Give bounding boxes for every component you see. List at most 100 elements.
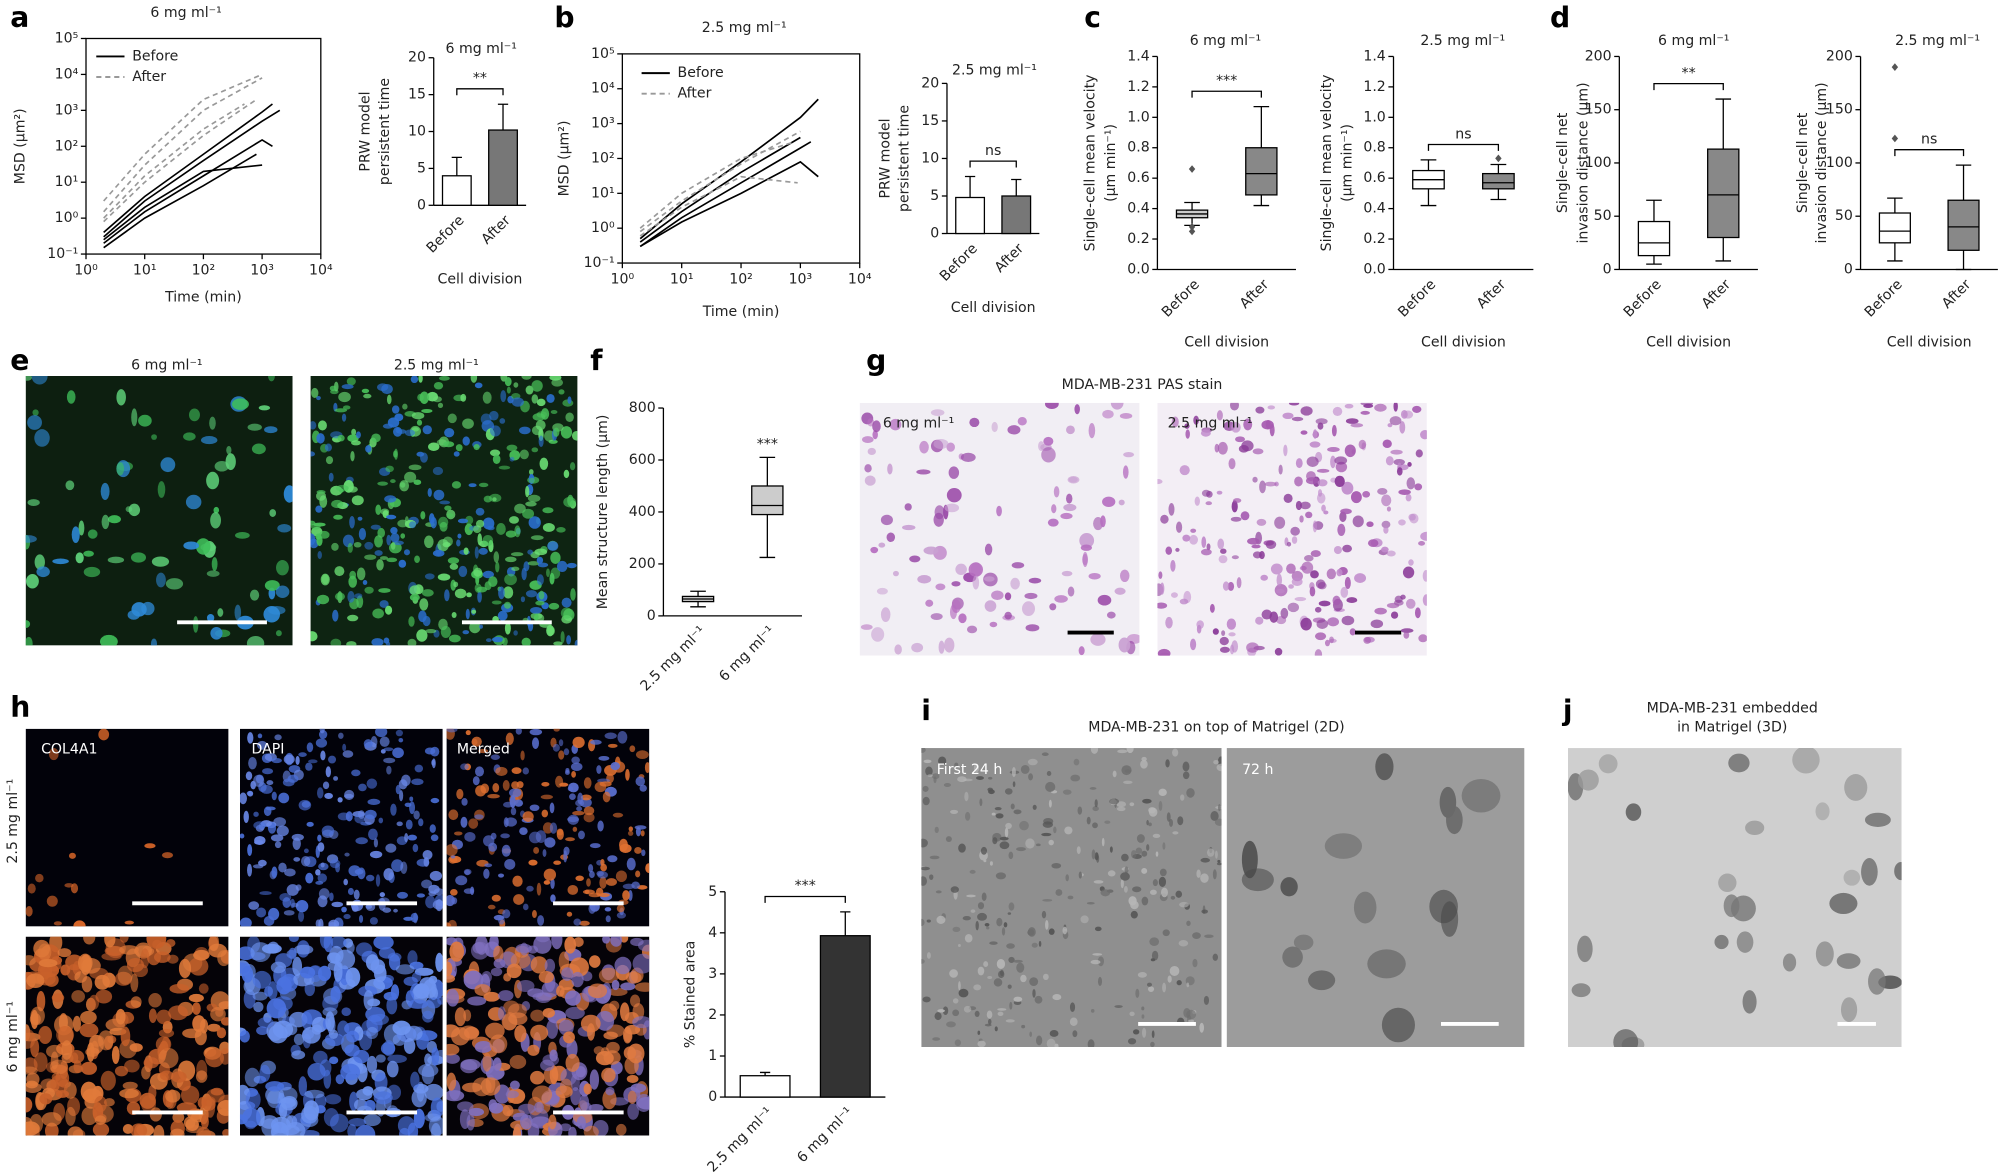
cell bbox=[1381, 520, 1391, 529]
cell bbox=[303, 848, 309, 854]
cell bbox=[1399, 421, 1406, 434]
cell bbox=[344, 852, 350, 857]
cell bbox=[504, 556, 517, 563]
cell bbox=[463, 868, 472, 875]
cell bbox=[1151, 950, 1159, 961]
cell bbox=[206, 570, 220, 577]
cell bbox=[130, 996, 142, 1008]
cell bbox=[347, 542, 353, 553]
cell bbox=[937, 1009, 945, 1013]
cell bbox=[320, 862, 325, 868]
cell bbox=[428, 513, 435, 525]
cell bbox=[1104, 820, 1111, 824]
trace bbox=[639, 136, 801, 243]
cell bbox=[864, 464, 872, 473]
cell bbox=[1121, 765, 1132, 776]
cell bbox=[323, 936, 333, 953]
cell bbox=[1140, 760, 1148, 769]
cell bbox=[460, 1059, 481, 1071]
cell bbox=[211, 557, 218, 571]
cell bbox=[1402, 566, 1415, 579]
cell bbox=[51, 993, 65, 1003]
cell bbox=[404, 471, 417, 483]
cell bbox=[50, 1074, 69, 1094]
cell bbox=[365, 954, 380, 971]
cell bbox=[1327, 446, 1340, 453]
cell bbox=[946, 488, 962, 503]
cell bbox=[376, 559, 384, 571]
cell bbox=[265, 806, 276, 811]
cell bbox=[492, 454, 501, 465]
cell bbox=[561, 967, 574, 981]
cell bbox=[424, 1053, 432, 1066]
cell bbox=[520, 942, 529, 956]
y-tick-label: 1.4 bbox=[1363, 48, 1385, 64]
cell bbox=[564, 936, 577, 954]
y-tick-label: 200 bbox=[629, 556, 656, 572]
cell bbox=[572, 826, 578, 832]
cell bbox=[1342, 544, 1352, 553]
cell bbox=[1247, 537, 1260, 545]
cell bbox=[515, 728, 522, 735]
x-tick-label: After bbox=[1237, 276, 1272, 311]
cell bbox=[390, 532, 400, 543]
cell bbox=[601, 1067, 616, 1083]
cell bbox=[1146, 844, 1150, 851]
cell bbox=[504, 858, 516, 870]
cell bbox=[1061, 570, 1073, 577]
cell bbox=[131, 408, 138, 427]
y-tick-label: 200 bbox=[1585, 48, 1612, 64]
cell bbox=[1894, 862, 1902, 881]
cell bbox=[454, 831, 463, 836]
cell bbox=[210, 512, 221, 529]
cell bbox=[513, 894, 525, 905]
cell bbox=[1048, 839, 1054, 846]
cell bbox=[1016, 962, 1025, 973]
cell bbox=[1120, 872, 1130, 881]
cell bbox=[288, 947, 297, 960]
micrograph bbox=[446, 936, 650, 1136]
y-tick-label: 150 bbox=[1826, 102, 1853, 118]
bar bbox=[488, 129, 518, 206]
cell bbox=[1120, 878, 1124, 889]
cell bbox=[385, 843, 397, 853]
cell bbox=[353, 889, 360, 900]
y-tick-label: 10³ bbox=[55, 102, 79, 118]
cell bbox=[1340, 586, 1349, 598]
cell bbox=[432, 549, 445, 557]
cell bbox=[333, 776, 339, 781]
cell bbox=[473, 567, 483, 577]
cell bbox=[185, 494, 202, 510]
cell bbox=[116, 462, 125, 476]
cell bbox=[295, 755, 300, 765]
cell bbox=[933, 776, 937, 784]
cell bbox=[604, 907, 612, 912]
cell bbox=[628, 890, 633, 901]
cell bbox=[1007, 425, 1021, 435]
cell bbox=[598, 755, 610, 761]
cell bbox=[396, 821, 403, 827]
cell bbox=[1078, 646, 1085, 656]
cell bbox=[315, 919, 321, 927]
cell bbox=[428, 442, 440, 452]
cell bbox=[373, 838, 379, 848]
cell bbox=[1304, 554, 1314, 562]
cell bbox=[342, 405, 351, 410]
box bbox=[1482, 172, 1515, 190]
cell bbox=[25, 1097, 33, 1113]
cell bbox=[217, 950, 229, 967]
cell bbox=[1387, 423, 1393, 428]
cell bbox=[252, 970, 272, 989]
cell bbox=[1112, 770, 1117, 778]
cell bbox=[1312, 520, 1318, 533]
cell bbox=[549, 375, 562, 381]
cell bbox=[480, 1077, 501, 1096]
cell bbox=[1206, 848, 1215, 857]
cell bbox=[598, 893, 610, 898]
cell bbox=[610, 762, 620, 771]
significance-bracket bbox=[764, 895, 846, 903]
cell bbox=[584, 889, 590, 895]
cell bbox=[294, 944, 314, 955]
cell bbox=[1041, 832, 1052, 837]
cell bbox=[1004, 788, 1013, 795]
